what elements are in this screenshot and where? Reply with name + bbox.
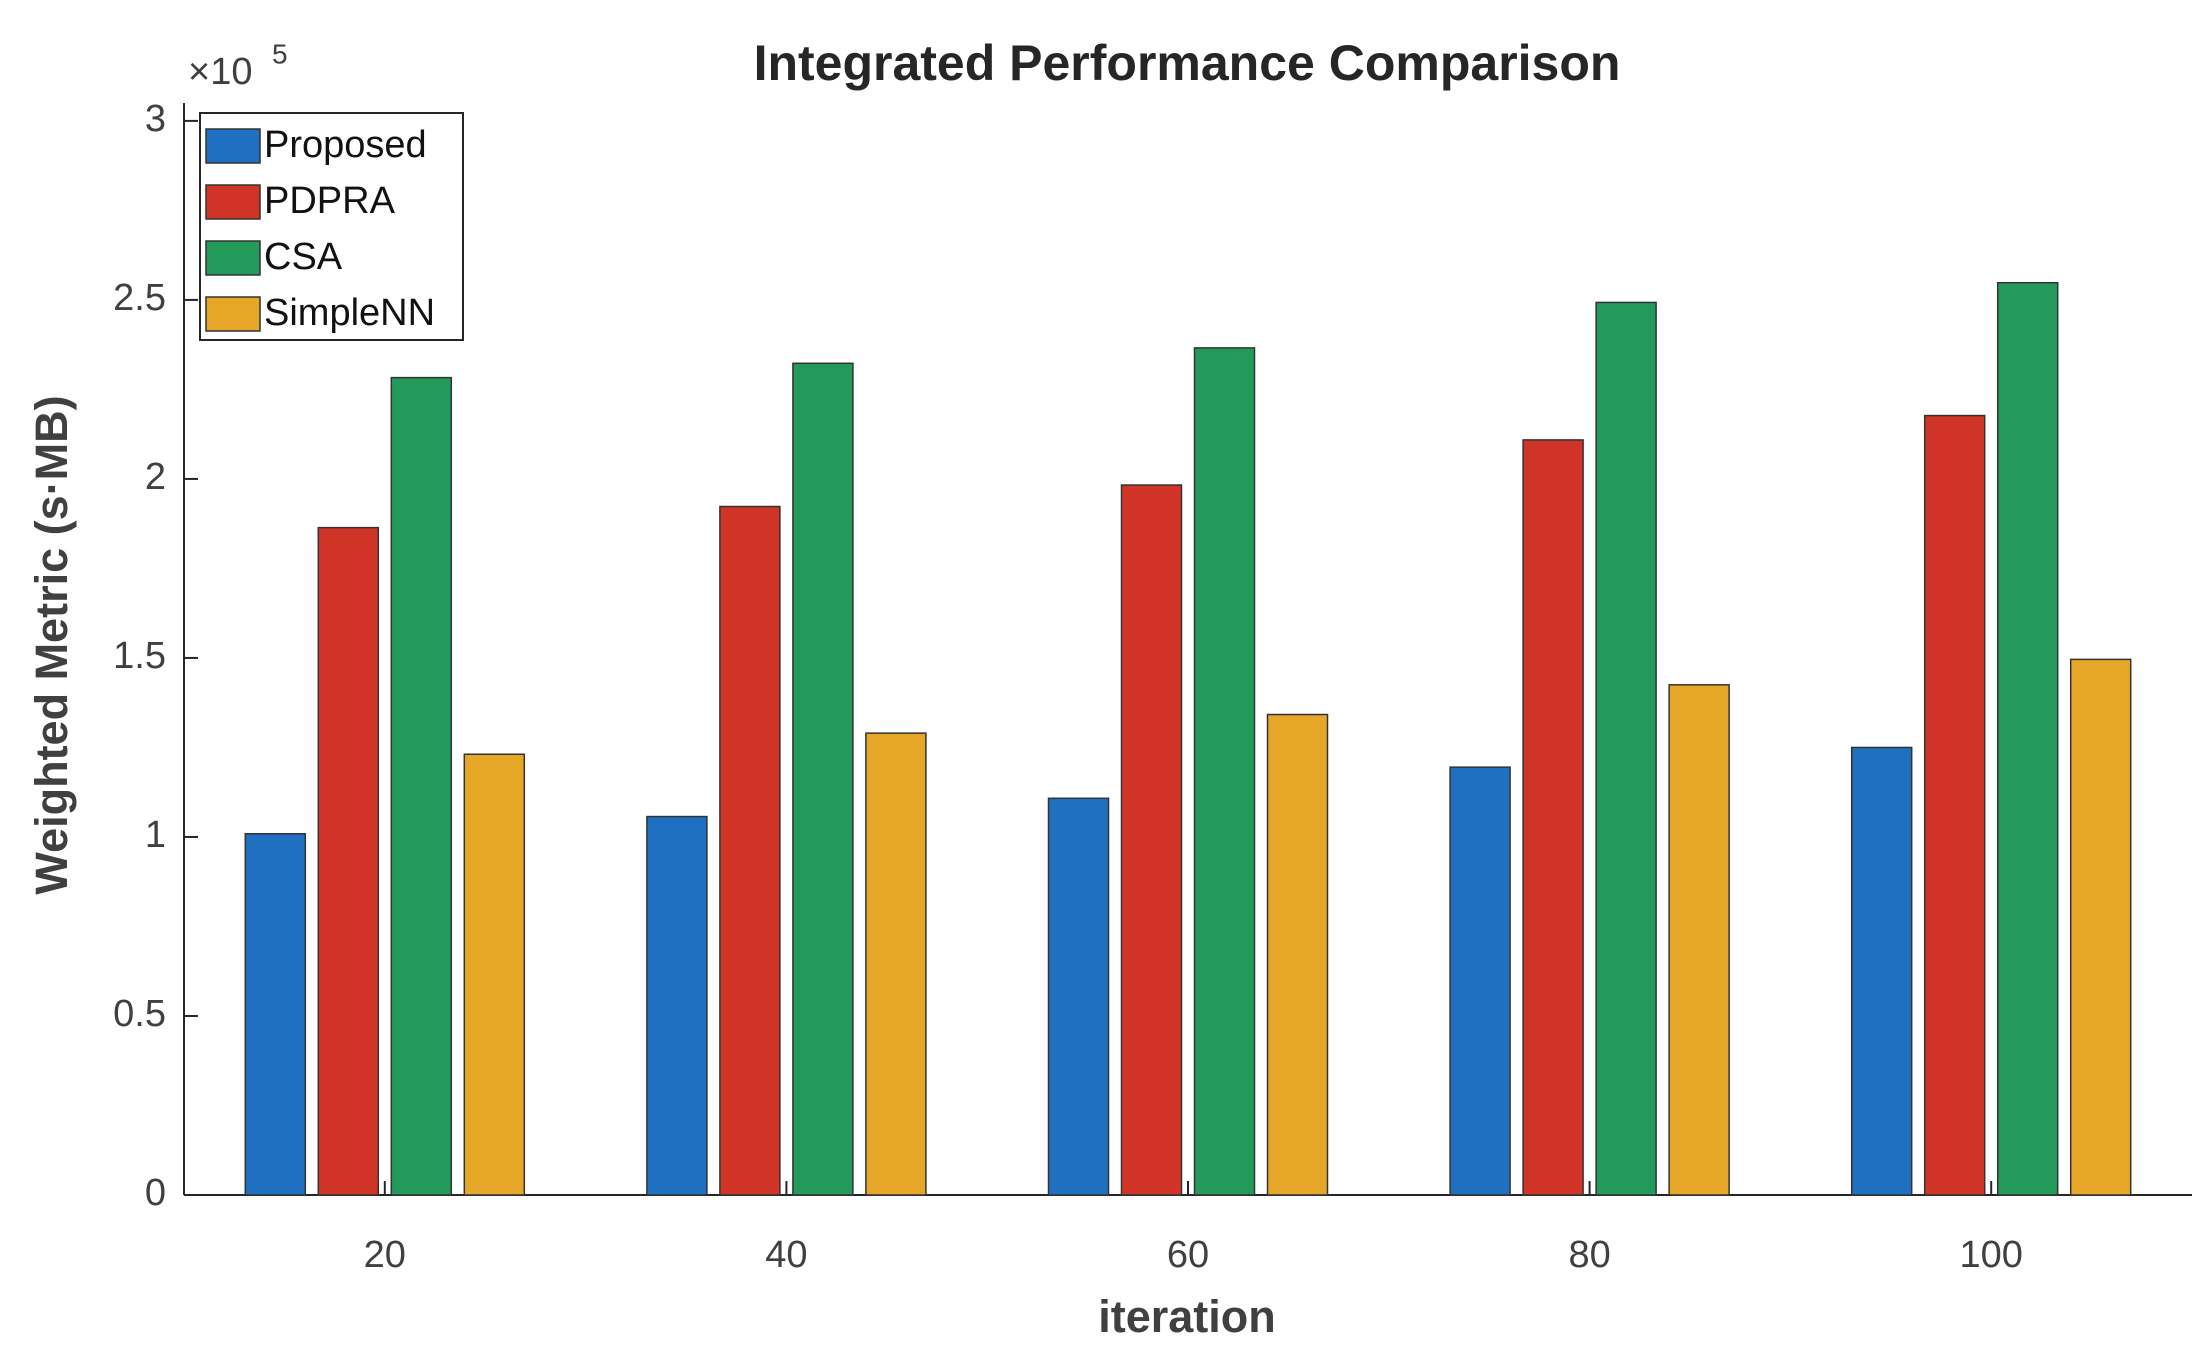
bar — [1449, 766, 1511, 1196]
bar — [1996, 281, 2059, 1196]
y-multiplier: ×10 — [188, 51, 252, 93]
bar — [1850, 746, 1913, 1196]
y-tick-label: 0 — [145, 1172, 166, 1214]
legend-swatch — [205, 240, 261, 276]
legend-label: SimpleNN — [264, 292, 435, 334]
x-tick-label: 20 — [364, 1234, 406, 1276]
bar — [792, 362, 854, 1196]
legend-swatch — [205, 128, 261, 164]
bar — [1595, 301, 1657, 1196]
y-tick-label: 2.5 — [113, 277, 166, 319]
y-axis-label: Weighted Metric (s·MB) — [26, 395, 77, 894]
bar — [865, 732, 927, 1196]
x-tick-label: 40 — [765, 1234, 807, 1276]
y-tick-label: 2 — [145, 456, 166, 498]
bar — [463, 753, 526, 1196]
legend-swatch — [205, 296, 261, 332]
bar — [646, 815, 708, 1196]
x-tick-label: 60 — [1167, 1234, 1209, 1276]
legend-swatch — [205, 184, 261, 220]
bar — [2069, 658, 2132, 1196]
bar — [317, 526, 380, 1196]
y-tick-label: 3 — [145, 98, 166, 140]
bar — [1193, 347, 1256, 1196]
bar — [719, 505, 781, 1196]
legend-label: PDPRA — [264, 180, 396, 222]
bar — [1668, 684, 1730, 1196]
y-tick-label: 1.5 — [113, 635, 166, 677]
chart-title: Integrated Performance Comparison — [754, 35, 1621, 91]
x-axis-label: iteration — [1098, 1291, 1276, 1342]
bar — [1522, 439, 1584, 1196]
y-multiplier-exponent: 5 — [272, 38, 288, 69]
bar — [244, 832, 307, 1196]
x-tick-label: 100 — [1959, 1234, 2022, 1276]
legend-label: Proposed — [264, 124, 427, 166]
bar — [1047, 797, 1110, 1196]
y-tick-label: 1 — [145, 814, 166, 856]
y-tick-label: 0.5 — [113, 993, 166, 1035]
bar — [1923, 414, 1986, 1196]
bar — [390, 376, 453, 1196]
bar — [1266, 713, 1329, 1196]
bar — [1120, 484, 1183, 1196]
legend-label: CSA — [264, 236, 343, 278]
x-tick-label: 80 — [1568, 1234, 1610, 1276]
